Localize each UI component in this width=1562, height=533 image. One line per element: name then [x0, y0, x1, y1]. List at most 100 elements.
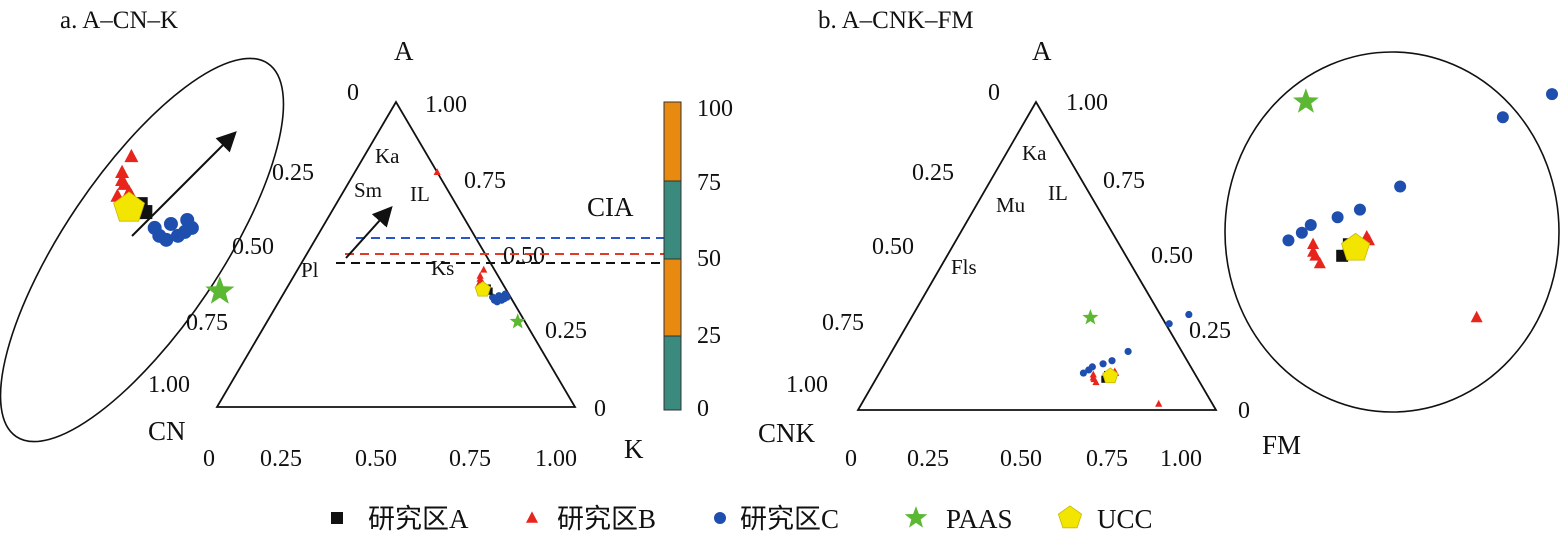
vertex-b-left: CNK [758, 418, 816, 448]
panel-a-title: a. A–CN–K [60, 7, 178, 34]
zb-point-研究区C-1 [1295, 226, 1308, 239]
a-mineral-pl: Pl [301, 258, 319, 282]
legend-marker-4 [904, 506, 928, 528]
b-point-PAAS-0 [1082, 309, 1099, 325]
vertex-a-right: K [624, 434, 644, 464]
panel-a-marks [433, 168, 526, 329]
panel-a-ternary: a. A–CN–K A CN K 0 0.25 0.50 0.75 1.00 1… [60, 7, 664, 472]
b-point-研究区C-4 [1108, 357, 1116, 365]
cia-tick-75: 75 [697, 170, 721, 196]
a-right-tick-0: 1.00 [425, 92, 467, 118]
a-right-tick-4: 0 [594, 396, 606, 422]
panel-b-marks [1079, 309, 1193, 407]
a-point-UCC-0 [474, 281, 491, 297]
b-bottom-tick-1: 0.25 [907, 446, 949, 472]
b-point-研究区C-5 [1124, 347, 1132, 356]
b-left-tick-3: 0.75 [822, 310, 864, 336]
a-mineral-sm: Sm [354, 178, 382, 202]
legend-marker-5 [1057, 505, 1083, 529]
b-left-tick-0: 0 [988, 80, 1000, 106]
b-point-研究区C-0 [1079, 369, 1088, 377]
b-point-研究区C-7 [1185, 310, 1193, 319]
zb-point-研究区C-2 [1304, 219, 1317, 231]
panel-b-title: b. A–CNK–FM [818, 7, 974, 34]
b-point-研究区C-3 [1099, 360, 1107, 368]
cia-band-75-100 [663, 101, 682, 182]
za-point-研究区B-5 [115, 164, 130, 179]
zb-point-研究区C-5 [1394, 180, 1407, 193]
a-left-tick-1: 0.25 [272, 160, 314, 186]
a-right-tick-1: 0.75 [464, 168, 506, 194]
a-mineral-ka: Ka [375, 144, 400, 168]
zb-point-研究区B-6 [1470, 310, 1483, 323]
legend-label-1: 研究区A [368, 504, 469, 533]
cia-tick-25: 25 [697, 323, 721, 349]
b-left-tick-4: 1.00 [786, 372, 828, 398]
cia-colorbar: CIA 100 75 50 25 0 [587, 96, 733, 422]
a-left-tick-4: 1.00 [148, 372, 190, 398]
b-mineral-fls: Fls [951, 255, 977, 279]
vertex-a-left: CN [148, 416, 186, 446]
b-point-UCC-0 [1102, 367, 1119, 384]
legend-label-5: UCC [1097, 504, 1153, 533]
zb-point-UCC-0 [1341, 232, 1371, 261]
vertex-b-top: A [1032, 36, 1052, 66]
vertex-a-top: A [394, 36, 414, 66]
zb-point-研究区C-3 [1331, 211, 1344, 224]
za-point-研究区C-2 [159, 232, 174, 247]
legend-marker-2 [526, 511, 538, 523]
b-mineral-il: IL [1048, 181, 1068, 205]
a-mineral-il: IL [410, 182, 430, 206]
b-left-tick-1: 0.25 [912, 160, 954, 186]
b-point-研究区C-6 [1165, 320, 1173, 328]
zb-point-研究区C-6 [1496, 111, 1509, 124]
a-bottom-tick-1: 0.25 [260, 446, 302, 472]
b-right-tick-1: 0.75 [1103, 168, 1145, 194]
cia-band-25-50 [663, 258, 682, 337]
zoom-a-marks [110, 148, 235, 304]
b-right-tick-4: 0 [1238, 398, 1250, 424]
za-point-PAAS-0 [205, 276, 235, 304]
b-point-研究区B-3 [1089, 373, 1097, 381]
panel-b-ternary: b. A–CNK–FM A CNK FM 0 0.25 0.50 0.75 1.… [758, 7, 1301, 472]
panel-b-triangle [856, 100, 1218, 411]
zoom-ellipse-a [0, 57, 285, 443]
a-bottom-tick-3: 0.75 [449, 446, 491, 472]
cia-tick-50: 50 [697, 246, 721, 272]
za-point-研究区C-7 [163, 216, 178, 231]
b-right-tick-3: 0.25 [1189, 318, 1231, 344]
b-point-研究区B-6 [1155, 399, 1163, 407]
b-right-tick-0: 1.00 [1066, 90, 1108, 116]
za-point-研究区C-6 [180, 213, 195, 227]
cia-band-50-75 [663, 180, 682, 260]
b-bottom-tick-0: 0 [845, 446, 857, 472]
legend: 研究区A 研究区B 研究区C PAAS UCC [331, 504, 1153, 533]
b-mineral-ka: Ka [1022, 141, 1047, 165]
cia-tick-0: 0 [697, 396, 709, 422]
b-point-研究区C-2 [1088, 363, 1096, 371]
legend-marker-3 [714, 512, 726, 524]
zoom-ellipse-b [1224, 51, 1560, 413]
a-left-tick-0: 0 [347, 80, 359, 106]
b-right-tick-2: 0.50 [1151, 243, 1193, 269]
legend-label-3: 研究区C [740, 504, 839, 533]
legend-marker-1 [331, 512, 343, 524]
b-left-tick-2: 0.50 [872, 234, 914, 260]
a-right-tick-2: 0.50 [503, 243, 545, 269]
cia-label: CIA [587, 192, 634, 222]
za-point-研究区B-4 [115, 172, 130, 186]
a-point-研究区B-7 [433, 168, 441, 176]
a-right-tick-3: 0.25 [545, 318, 587, 344]
vertex-b-right: FM [1262, 430, 1301, 460]
za-point-研究区B-6 [124, 148, 139, 163]
a-bottom-tick-4: 1.00 [535, 446, 577, 472]
a-point-研究区B-5 [476, 271, 484, 279]
zb-point-研究区B-2 [1307, 237, 1320, 250]
legend-label-4: PAAS [946, 504, 1013, 533]
zb-point-研究区A-0 [1336, 249, 1349, 262]
a-point-研究区C-6 [501, 290, 509, 298]
a-mineral-ks: Ks [431, 256, 454, 280]
a-left-tick-2: 0.50 [232, 234, 274, 260]
